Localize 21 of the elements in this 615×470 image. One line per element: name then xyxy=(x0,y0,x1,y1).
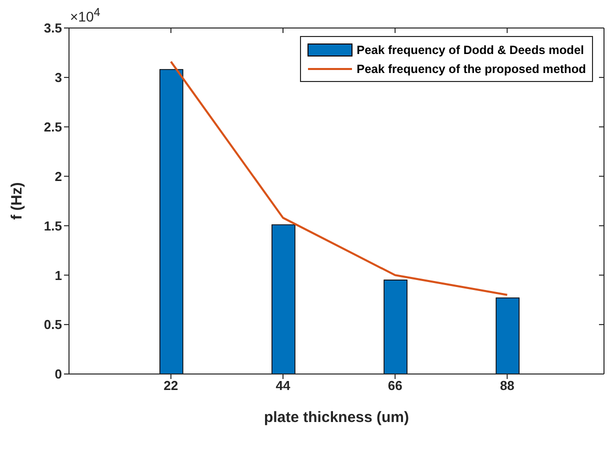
y-tick-label: 1.5 xyxy=(44,218,62,234)
y-tick-label: 3 xyxy=(54,70,62,86)
x-tick-label: 88 xyxy=(500,378,514,394)
y-tick-label: 2 xyxy=(54,168,62,184)
bar xyxy=(272,224,296,374)
y-tick-label: 0 xyxy=(54,366,62,382)
x-tick-label: 66 xyxy=(388,378,402,394)
y-tick-label: 2.5 xyxy=(44,119,62,134)
y-tick-label: 3.5 xyxy=(44,20,62,36)
text: ×10$^{4}$ xyxy=(70,6,100,25)
bar xyxy=(496,297,520,374)
legend-label: Peak frequency of Dodd & Deeds model xyxy=(356,42,584,56)
bar xyxy=(159,69,184,374)
x-tick-label: 22 xyxy=(164,378,178,394)
y-tick-label: 1 xyxy=(54,268,62,283)
bar xyxy=(384,280,408,374)
y-tick-label: 0.5 xyxy=(44,317,62,332)
y-axis-title: f (Hz) xyxy=(8,182,26,220)
legend-label: Peak frequency of the proposed method xyxy=(356,62,586,76)
x-tick-label: 44 xyxy=(276,378,291,394)
x-axis-title: plate thickness (um) xyxy=(264,409,410,426)
